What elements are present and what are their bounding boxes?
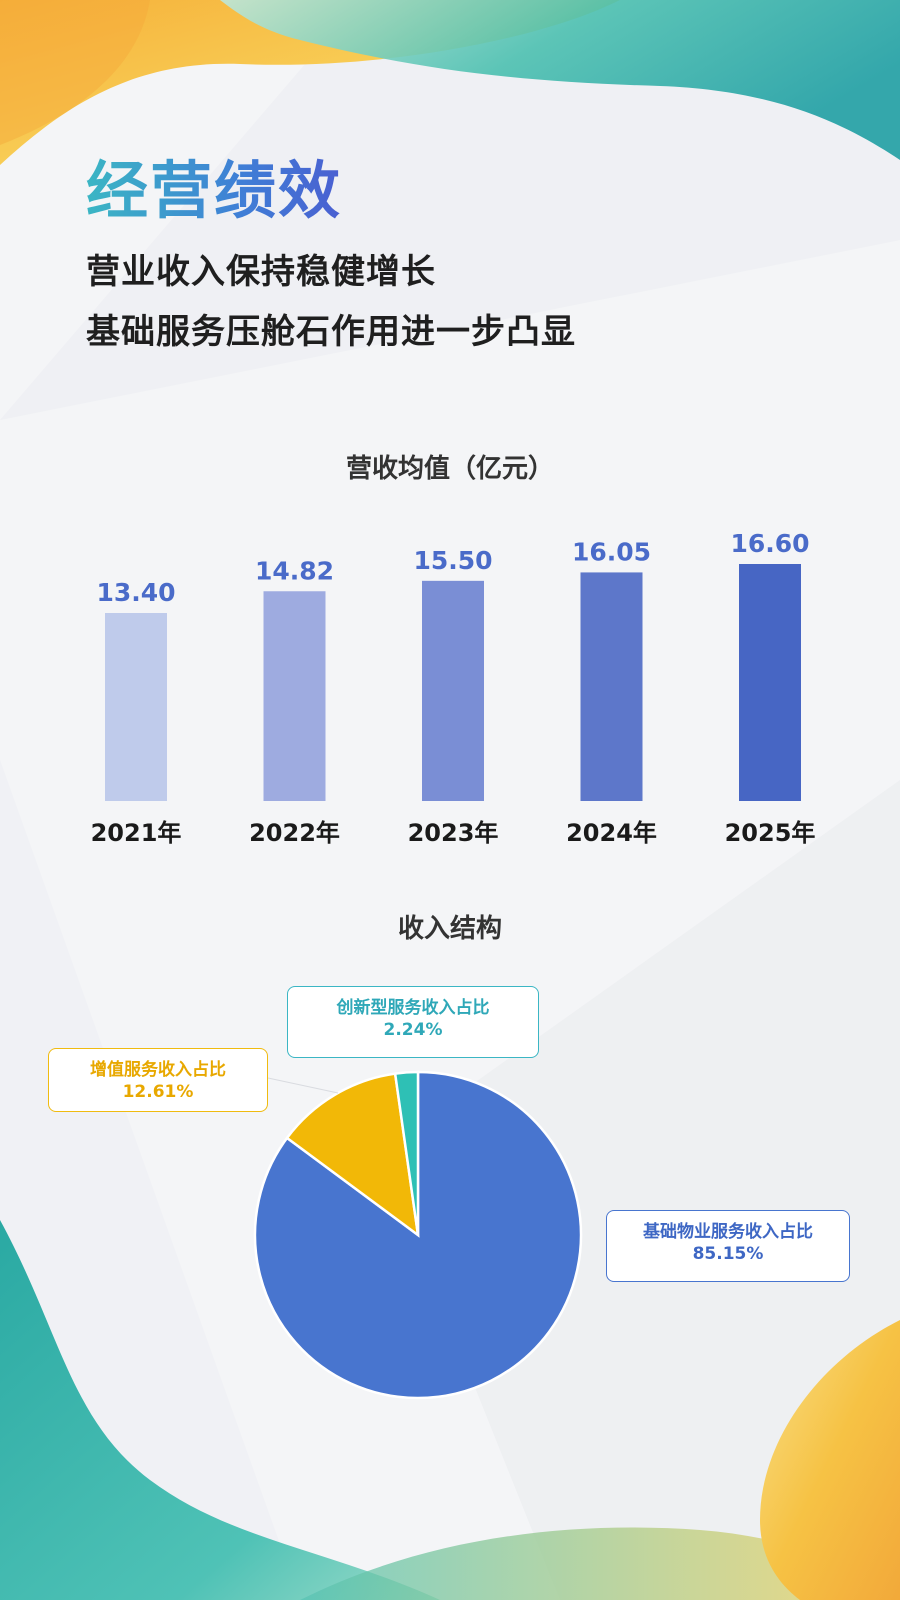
bar-value-label: 16.60: [730, 529, 809, 558]
bar-value-label: 15.50: [413, 546, 492, 575]
x-tick-label: 2022年: [249, 819, 340, 847]
pie-callout-value-added-label: 增值服务收入占比: [90, 1060, 226, 1080]
pie-slice-innovation: [393, 1070, 420, 1236]
leader-line: [267, 1077, 339, 1094]
pie-callout-basic-label: 基础物业服务收入占比: [643, 1222, 813, 1242]
pie-callout-basic: 基础物业服务收入占比 85.15%: [606, 1210, 850, 1282]
pie-slice-value-added: [285, 1072, 420, 1238]
subtitle-line-2: 基础服务压舱石作用进一步凸显: [86, 312, 576, 352]
page-title: 经营绩效: [86, 140, 342, 230]
bar-value-label: 13.40: [96, 578, 175, 607]
x-tick-label: 2025年: [725, 819, 816, 847]
pie-chart-title: 收入结构: [397, 914, 502, 944]
bar-chart-title: 营收均值（亿元）: [345, 454, 554, 484]
x-tick-label: 2021年: [91, 819, 182, 847]
x-tick-label: 2023年: [408, 819, 499, 847]
bar-value-label: 16.05: [572, 537, 651, 566]
pie-callout-basic-value: 85.15%: [692, 1244, 764, 1264]
bar-2022年: [263, 591, 326, 801]
pie-callout-innovation-value: 2.24%: [383, 1020, 443, 1040]
bar-2021年: [105, 613, 167, 801]
pie-chart: [253, 1070, 583, 1400]
bar-chart: 13.40 2021年 14.82 2022年 15.50 2023年 16.05 2024年…: [91, 529, 816, 847]
x-tick-label: 2024年: [566, 819, 657, 847]
pie-callout-value-added-value: 12.61%: [122, 1082, 194, 1102]
pie-callout-value-added: 增值服务收入占比 12.61%: [48, 1048, 268, 1112]
subtitle-line-1: 营业收入保持稳健增长: [86, 252, 436, 292]
pie-callout-innovation-label: 创新型服务收入占比: [336, 998, 490, 1018]
bar-2023年: [422, 580, 484, 801]
bar-2024年: [580, 572, 643, 801]
bar-2025年: [739, 564, 801, 801]
bar-value-label: 14.82: [255, 556, 334, 585]
pie-callout-innovation: 创新型服务收入占比 2.24%: [287, 986, 539, 1058]
